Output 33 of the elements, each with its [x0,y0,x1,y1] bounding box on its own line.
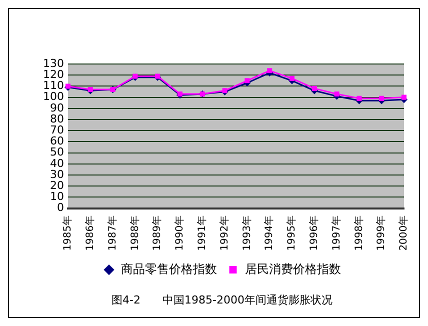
x-tick-label: 1985年 [62,215,74,251]
x-tick-label: 1992年 [218,215,230,251]
y-tick-label: 30 [50,168,64,181]
y-tick-label: 10 [50,190,64,204]
legend-label: 居民消费价格指数 [245,262,341,276]
y-tick-label: 130 [42,56,64,70]
x-tick-label: 1994年 [263,215,276,251]
x-tick-label: 1999年 [375,215,388,251]
y-tick-label: 0 [56,201,64,214]
y-tick-label: 20 [50,179,64,192]
y-tick-label: 110 [42,79,64,92]
x-tick-label: 1988年 [128,215,141,251]
x-tick-label: 1993年 [240,215,253,251]
x-tick-label: 1987年 [106,215,118,251]
y-tick-label: 80 [50,112,64,126]
x-tick-label: 1989年 [151,215,164,251]
y-tick-label: 40 [50,156,64,170]
x-tick-label: 1997年 [330,215,342,251]
legend-label: 商品零售价格指数 [121,262,217,276]
x-tick-label: 2000年 [398,215,410,251]
text: 图4-2 中国1985-2000年间通货膨胀状况 [112,293,332,306]
y-tick-label: 90 [50,101,64,114]
x-tick-label: 1995年 [286,215,298,251]
x-tick-label: 1998年 [352,215,365,251]
y-tick-label: 100 [42,90,64,104]
y-tick-label: 120 [42,68,64,81]
y-tick-label: 60 [50,134,64,148]
x-tick-label: 1990年 [174,215,186,251]
y-tick-label: 70 [50,123,64,136]
x-tick-label: 1986年 [84,215,96,251]
y-tick-label: 50 [50,146,64,159]
x-tick-label: 1991年 [196,215,208,251]
x-tick-label: 1996年 [308,215,320,251]
